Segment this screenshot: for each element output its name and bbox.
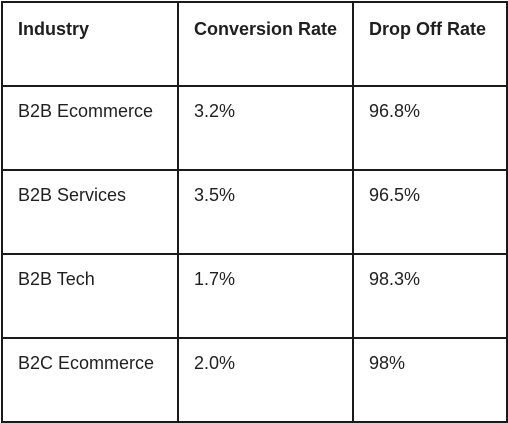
cell-industry: B2B Ecommerce xyxy=(1,85,179,171)
table-row: B2C Ecommerce 2.0% 98% xyxy=(1,337,508,423)
cell-industry: B2B Tech xyxy=(1,253,179,339)
cell-drop-off-rate: 96.8% xyxy=(352,85,508,171)
table-row: B2B Services 3.5% 96.5% xyxy=(1,169,508,255)
header-drop-off-rate: Drop Off Rate xyxy=(352,1,508,87)
cell-conversion-rate: 3.2% xyxy=(177,85,354,171)
cell-conversion-rate: 2.0% xyxy=(177,337,354,423)
cell-drop-off-rate: 96.5% xyxy=(352,169,508,255)
cell-drop-off-rate: 98.3% xyxy=(352,253,508,339)
table-row: B2B Ecommerce 3.2% 96.8% xyxy=(1,85,508,171)
table-row: B2B Tech 1.7% 98.3% xyxy=(1,253,508,339)
cell-industry: B2C Ecommerce xyxy=(1,337,179,423)
header-row: Industry Conversion Rate Drop Off Rate xyxy=(1,1,508,87)
header-industry: Industry xyxy=(1,1,179,87)
cell-industry: B2B Services xyxy=(1,169,179,255)
cell-conversion-rate: 1.7% xyxy=(177,253,354,339)
cell-conversion-rate: 3.5% xyxy=(177,169,354,255)
cell-drop-off-rate: 98% xyxy=(352,337,508,423)
header-conversion-rate: Conversion Rate xyxy=(177,1,354,87)
